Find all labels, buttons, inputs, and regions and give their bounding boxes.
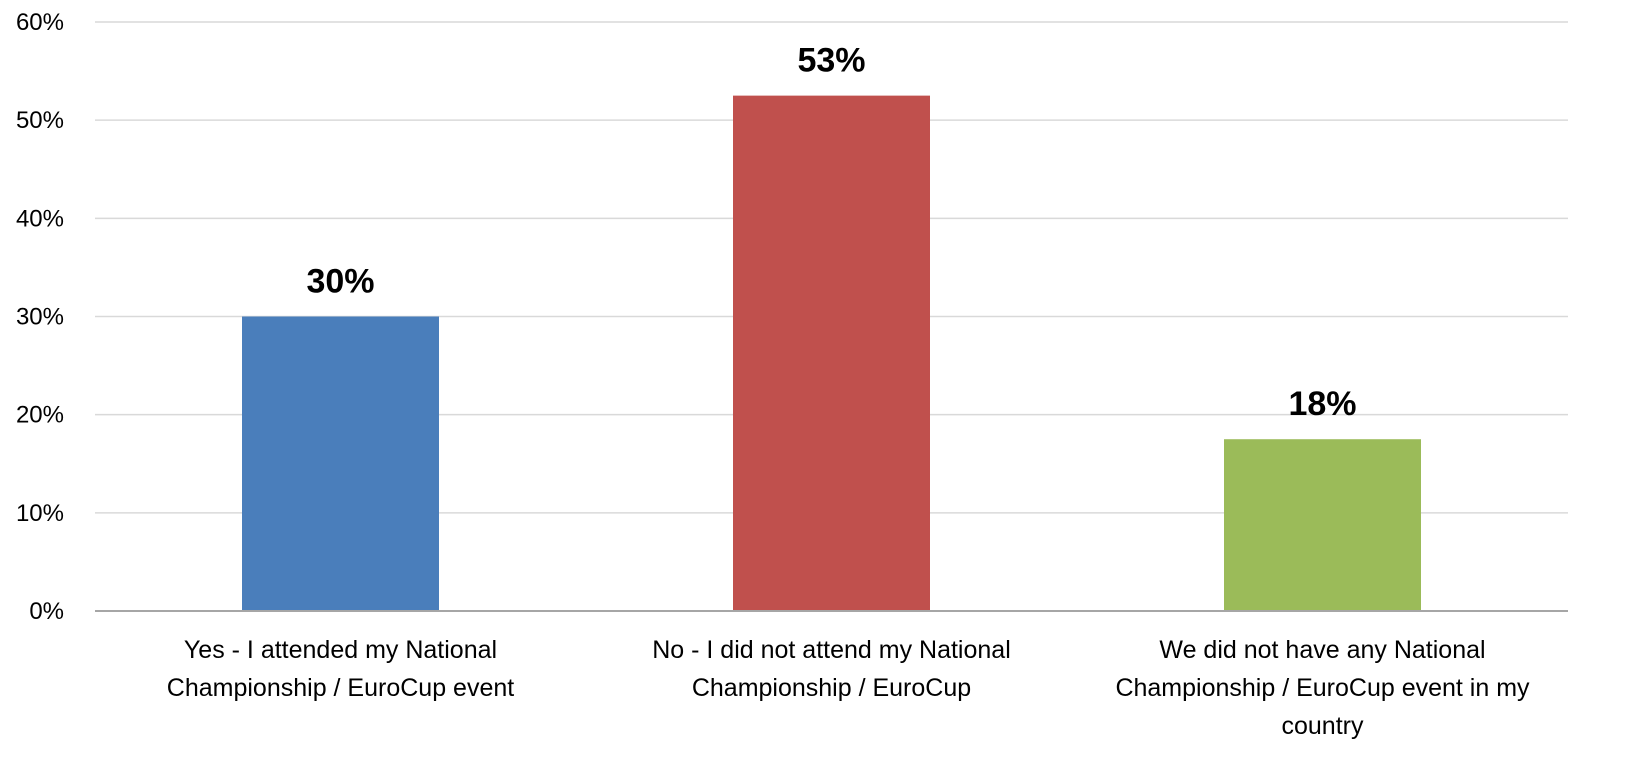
- bar: [242, 316, 439, 611]
- data-label: 18%: [1288, 385, 1356, 423]
- category-label: No - I did not attend my National: [652, 636, 1011, 664]
- category-labels: Yes - I attended my National Championship…: [167, 636, 1530, 740]
- y-tick-label: 10%: [16, 500, 64, 527]
- bar: [1224, 439, 1421, 611]
- y-tick-label: 0%: [29, 598, 64, 625]
- category-label: Yes - I attended my National: [184, 636, 497, 664]
- bar: [733, 95, 930, 611]
- data-label: 30%: [306, 263, 374, 301]
- y-tick-label: 40%: [16, 205, 64, 232]
- category-label: Championship / EuroCup event: [167, 674, 514, 702]
- y-axis-tick-labels: 0% 10% 20% 30% 40% 50% 60%: [16, 9, 64, 625]
- y-tick-label: 20%: [16, 402, 64, 429]
- category-label: Championship / EuroCup: [692, 674, 971, 702]
- bars: [242, 95, 1421, 611]
- y-tick-label: 30%: [16, 304, 64, 331]
- data-label: 53%: [797, 42, 865, 80]
- category-label: country: [1282, 712, 1364, 740]
- y-tick-label: 60%: [16, 9, 64, 36]
- y-tick-label: 50%: [16, 107, 64, 134]
- data-labels: 30% 53% 18%: [306, 42, 1356, 424]
- category-label: Championship / EuroCup event in my: [1115, 674, 1530, 702]
- category-label: We did not have any National: [1159, 636, 1485, 664]
